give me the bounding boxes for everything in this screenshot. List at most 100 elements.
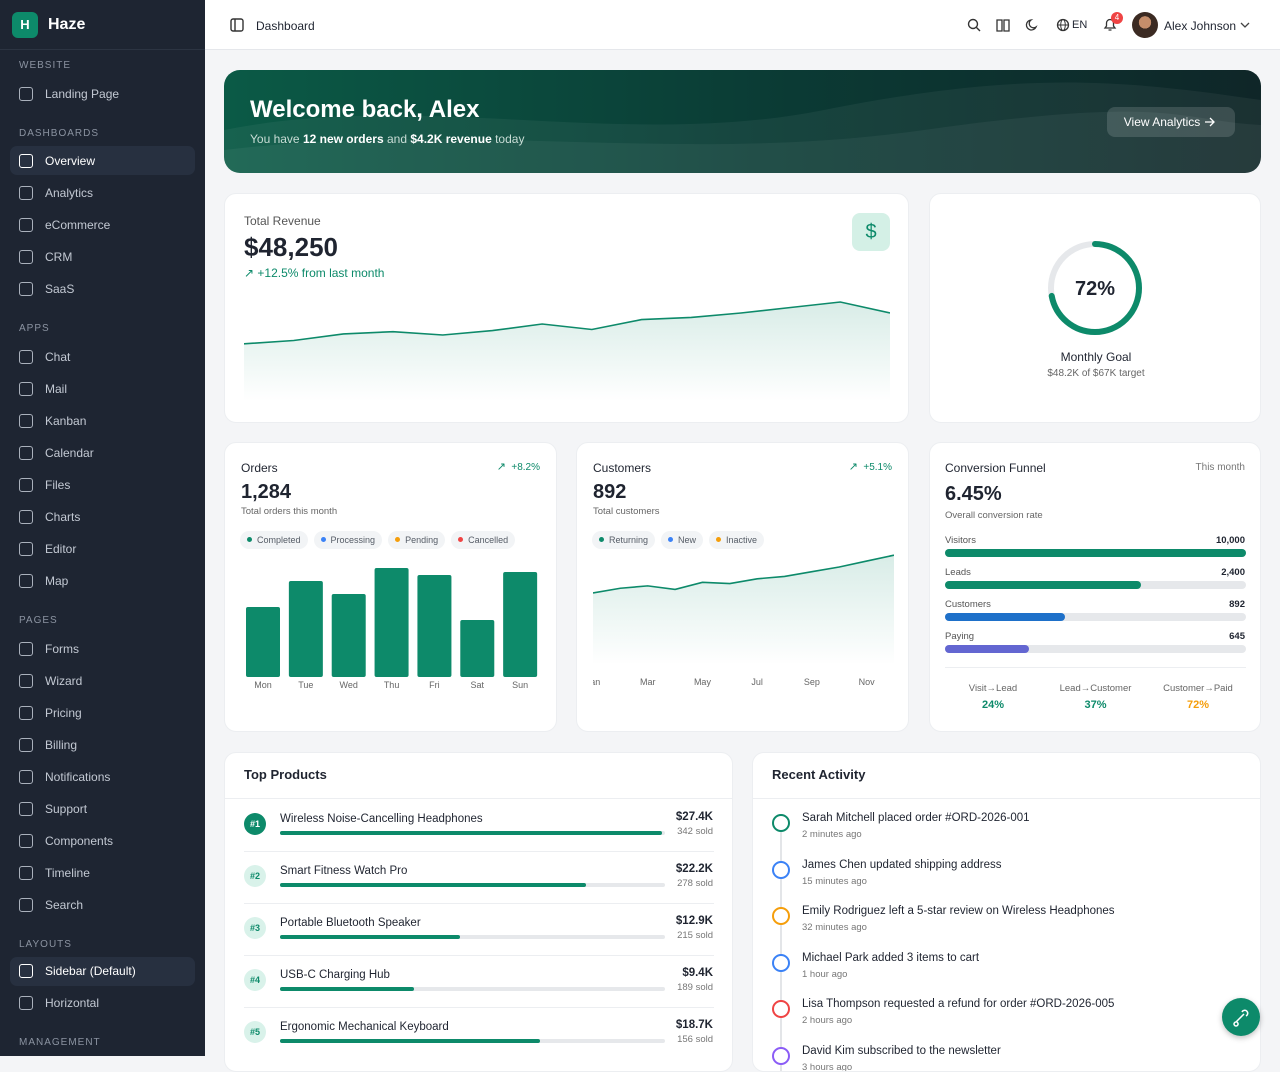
nav-item[interactable]: Analytics (0, 177, 195, 209)
nav-item[interactable]: Support (0, 793, 195, 825)
arrow-icon (1200, 117, 1218, 127)
rate-value: 72% (1138, 699, 1258, 711)
nav-icon (19, 834, 33, 848)
settings-fab[interactable] (1222, 998, 1260, 1036)
progress-bar (280, 935, 460, 939)
product-revenue: $9.4K (682, 967, 713, 979)
user-name[interactable]: Alex Johnson (1164, 19, 1236, 33)
nav-label: Files (45, 478, 70, 492)
banner-subtitle: You have 12 new orders and $4.2K revenue… (250, 132, 524, 146)
nav-item[interactable]: Sidebar (Default) (10, 957, 195, 986)
x-tick-label: Nov (859, 677, 876, 687)
page-title: Dashboard (256, 19, 315, 33)
nav-icon (19, 738, 33, 752)
card-title: Recent Activity (772, 767, 865, 782)
docs-icon[interactable] (996, 18, 1010, 32)
nav-item[interactable]: Mail (0, 373, 195, 405)
product-name: Smart Fitness Watch Pro (280, 865, 407, 877)
nav-icon (19, 802, 33, 816)
bar (503, 572, 537, 677)
nav-label: Overview (45, 154, 95, 168)
brand[interactable]: H Haze (0, 0, 205, 50)
nav-item[interactable]: Overview (10, 146, 195, 175)
nav-item[interactable]: Chat (0, 341, 195, 373)
activity-text: Sarah Mitchell placed order #ORD-2026-00… (802, 812, 1030, 824)
divider (225, 798, 733, 799)
nav-item[interactable]: Notifications (0, 761, 195, 793)
avatar[interactable] (1132, 12, 1158, 38)
timeline-dot (772, 861, 790, 879)
view-analytics-button[interactable]: View Analytics (1107, 107, 1235, 137)
rank-badge: #3 (244, 917, 266, 939)
nav-item[interactable]: Files (0, 469, 195, 501)
nav-icon (19, 510, 33, 524)
legend-chip: Completed (240, 531, 308, 549)
sidebar-toggle[interactable] (230, 18, 244, 32)
nav-item[interactable]: CRM (0, 241, 195, 273)
nav-icon (19, 382, 33, 396)
nav-label: Horizontal (45, 996, 99, 1010)
timeline-dot (772, 814, 790, 832)
nav-item[interactable]: Kanban (0, 405, 195, 437)
progress-bar (280, 987, 414, 991)
nav-item[interactable]: Components (0, 825, 195, 857)
nav-item[interactable]: Map (0, 565, 195, 597)
nav-item[interactable]: Charts (0, 501, 195, 533)
nav-label: Mail (45, 382, 67, 396)
trend-icon: ↗ (497, 460, 506, 473)
nav-icon (19, 87, 33, 101)
language[interactable]: EN (1072, 19, 1087, 31)
nav-item[interactable]: Pricing (0, 697, 195, 729)
button-label: View Analytics (1124, 115, 1200, 129)
nav-icon (19, 898, 33, 912)
nav-icon (19, 282, 33, 296)
highlight: $4.2K revenue (410, 132, 491, 146)
nav-item[interactable]: Horizontal (0, 987, 195, 1019)
search-icon[interactable] (967, 18, 981, 32)
rank-badge: #5 (244, 1021, 266, 1043)
nav-item[interactable]: Calendar (0, 437, 195, 469)
nav-item[interactable]: Wizard (0, 665, 195, 697)
nav-item[interactable]: eCommerce (0, 209, 195, 241)
nav-item[interactable]: Timeline (0, 857, 195, 889)
activity-time: 2 hours ago (802, 1015, 852, 1026)
nav-item[interactable]: SaaS (0, 273, 195, 305)
nav-icon (19, 478, 33, 492)
period: This month (1196, 462, 1245, 473)
nav-item[interactable]: Search (0, 889, 195, 921)
bar (375, 568, 409, 677)
x-tick-label: Jan (593, 677, 600, 687)
stage-value: 2,400 (1221, 567, 1245, 578)
stage-bar (945, 581, 1141, 589)
nav-icon (19, 706, 33, 720)
nav-icon (19, 642, 33, 656)
nav-item[interactable]: Landing Page (0, 78, 195, 110)
bar (289, 581, 323, 677)
nav-item[interactable]: Editor (0, 533, 195, 565)
nav-item[interactable]: Billing (0, 729, 195, 761)
rank-badge: #2 (244, 865, 266, 887)
stage-value: 645 (1229, 631, 1245, 642)
nav-label: Sidebar (Default) (45, 964, 136, 978)
product-name: Wireless Noise-Cancelling Headphones (280, 813, 483, 825)
card-subtitle: Total orders this month (241, 506, 337, 517)
card-label: Total Revenue (244, 214, 321, 228)
nav-icon (19, 770, 33, 784)
divider (945, 667, 1246, 668)
theme-icon[interactable] (1025, 18, 1039, 32)
language-icon[interactable] (1056, 18, 1070, 32)
legend-dot (395, 537, 400, 542)
nav-item[interactable]: Forms (0, 633, 195, 665)
welcome-banner: Welcome back, Alex You have 12 new order… (224, 70, 1261, 173)
nav-label: SaaS (45, 282, 74, 296)
section-title: APPS (19, 321, 205, 337)
user-menu-caret[interactable] (1240, 21, 1250, 29)
x-tick-label: Sat (471, 680, 485, 690)
legend-label: Pending (405, 535, 438, 545)
stage-bar (945, 613, 1065, 621)
activity-time: 32 minutes ago (802, 922, 867, 933)
